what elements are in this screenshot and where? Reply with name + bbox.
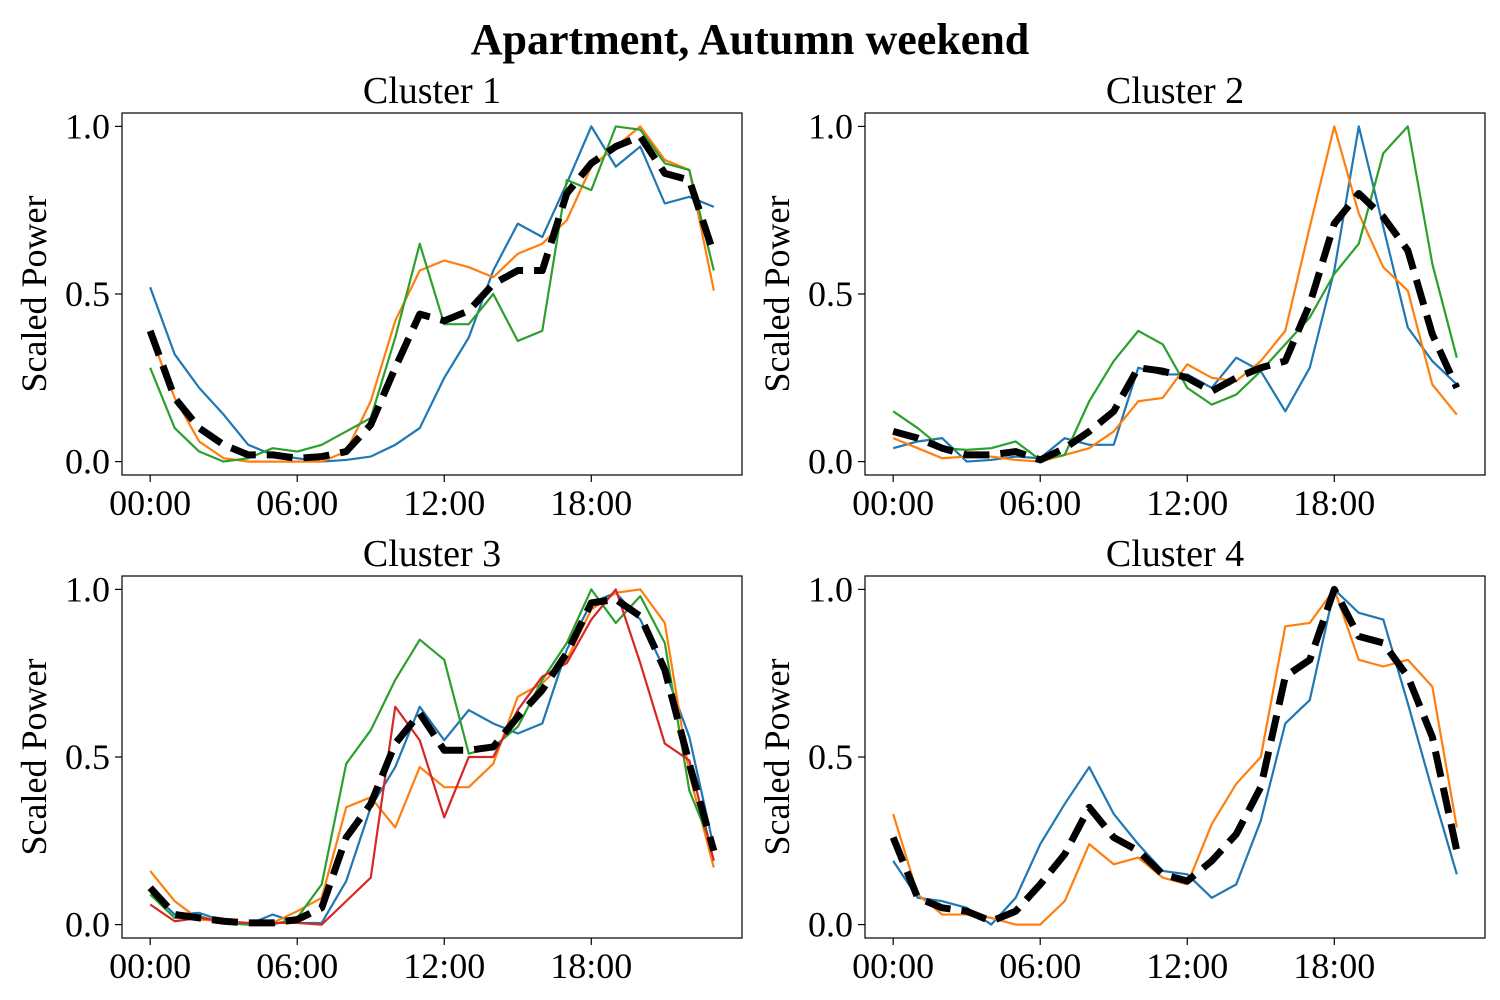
series-line-1: [149, 125, 715, 463]
y-tick-label: 0.5: [808, 274, 853, 314]
series-line-3: [149, 125, 715, 463]
x-tick-label: 06:00: [999, 946, 1081, 986]
subplot-cluster-2: Cluster 2 Scaled Power 0.0 0.5 1.0 00:00 06:00…: [757, 70, 1486, 523]
y-tick-label: 0.5: [808, 737, 853, 777]
x-tick-label: 00:00: [109, 946, 191, 986]
x-tick-label: 18:00: [1293, 946, 1375, 986]
series-line-1: [892, 588, 1458, 926]
y-axis-label: Scaled Power: [757, 659, 797, 856]
subplot-title: Cluster 3: [363, 533, 501, 575]
subplot-title: Cluster 4: [1106, 533, 1244, 575]
y-tick-label: 1.0: [65, 569, 110, 609]
x-tick-label: 06:00: [999, 483, 1081, 523]
x-tick-label: 18:00: [550, 946, 632, 986]
series-line-1: [892, 125, 1458, 463]
subplot-cluster-1: Cluster 1 Scaled Power 0.0 0.5 1.0 00:00 06:00…: [14, 70, 743, 523]
figure-title: Apartment, Autumn weekend: [471, 15, 1030, 64]
axes-frame: [864, 575, 1486, 939]
x-tick-label: 18:00: [550, 483, 632, 523]
subplot-title: Cluster 2: [1106, 70, 1244, 112]
series-line-3: [892, 125, 1458, 462]
x-tick-label: 18:00: [1293, 483, 1375, 523]
series-line-centroid: [147, 595, 718, 927]
series-line-1: [149, 591, 715, 926]
x-tick-label: 00:00: [852, 483, 934, 523]
y-tick-label: 1.0: [808, 569, 853, 609]
x-tick-label: 06:00: [256, 483, 338, 523]
y-tick-label: 0.0: [65, 905, 110, 945]
y-tick-label: 0.0: [808, 905, 853, 945]
subplot-title: Cluster 1: [363, 70, 501, 112]
x-tick-label: 12:00: [1146, 483, 1228, 523]
x-tick-label: 12:00: [403, 946, 485, 986]
y-tick-label: 1.0: [65, 106, 110, 146]
y-axis-label: Scaled Power: [757, 196, 797, 393]
x-tick-label: 00:00: [852, 946, 934, 986]
subplot-cluster-4: Cluster 4 Scaled Power 0.0 0.5 1.0 00:00 06:00…: [757, 533, 1486, 986]
y-tick-label: 0.5: [65, 274, 110, 314]
y-axis-label: Scaled Power: [14, 196, 54, 393]
x-tick-label: 00:00: [109, 483, 191, 523]
series-group: [146, 125, 718, 463]
y-tick-label: 0.5: [65, 737, 110, 777]
series-line-3: [149, 588, 715, 926]
axes-grid: Cluster 1 Scaled Power 0.0 0.5 1.0 00:00 06:00…: [14, 70, 1486, 986]
series-group: [147, 588, 718, 927]
series-group: [889, 585, 1461, 926]
y-tick-label: 0.0: [808, 442, 853, 482]
series-line-4: [149, 588, 715, 926]
x-tick-label: 12:00: [403, 483, 485, 523]
subplot-cluster-3: Cluster 3 Scaled Power 0.0 0.5 1.0 00:00 06:00…: [14, 533, 743, 986]
series-line-centroid: [892, 189, 1461, 464]
x-tick-label: 12:00: [1146, 946, 1228, 986]
y-axis-label: Scaled Power: [14, 659, 54, 856]
series-line-centroid: [146, 132, 718, 462]
x-tick-label: 06:00: [256, 946, 338, 986]
series-line-2: [149, 588, 715, 925]
axes-frame: [864, 112, 1486, 476]
series-group: [892, 125, 1461, 464]
series-line-2: [892, 125, 1458, 463]
series-line-centroid: [889, 585, 1461, 925]
y-tick-label: 0.0: [65, 442, 110, 482]
series-line-2: [149, 125, 715, 463]
y-tick-label: 1.0: [808, 106, 853, 146]
